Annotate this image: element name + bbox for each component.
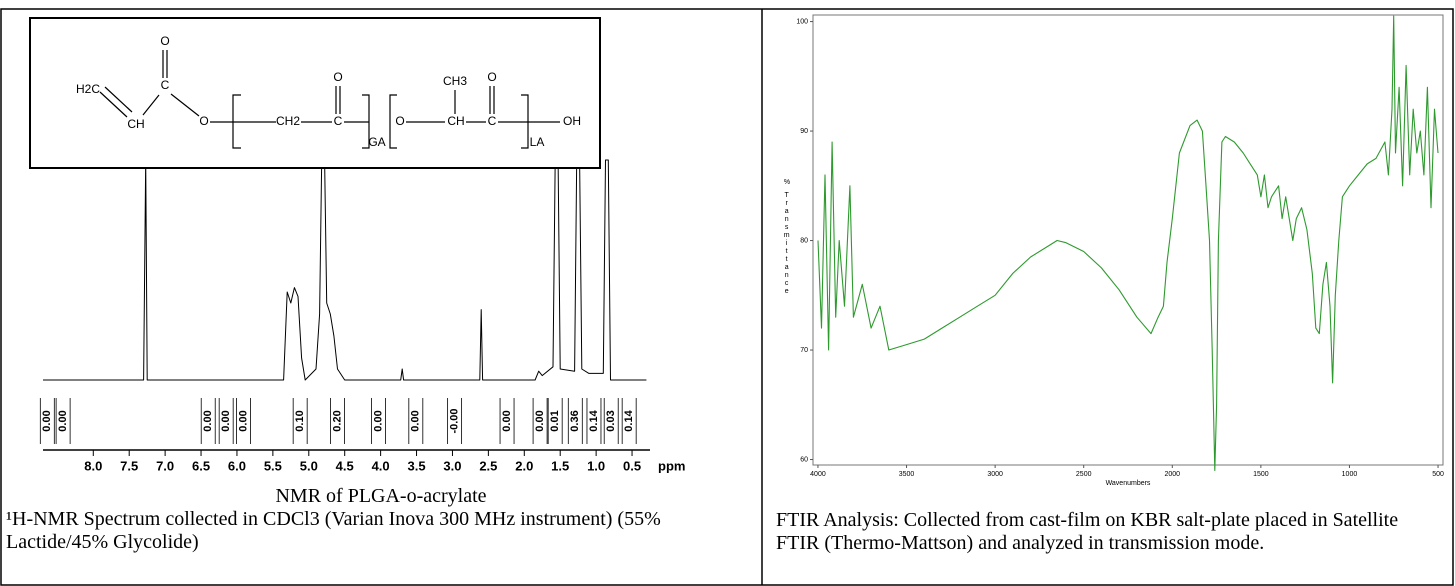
x-tick-label: 2.0 <box>515 458 533 473</box>
x-tick-label: 4.0 <box>372 458 390 473</box>
atom-label: CH <box>127 117 144 131</box>
x-axis-label: ppm <box>658 458 685 473</box>
integral-bracket <box>55 398 71 444</box>
ftir-caption: FTIR Analysis: Collected from cast-film … <box>776 509 1399 554</box>
atom-label: H2C <box>76 82 100 96</box>
integral-bracket <box>621 398 637 444</box>
integral-bracket <box>547 398 563 444</box>
x-tick-label: 3.0 <box>443 458 461 473</box>
x-tick-label: 5.5 <box>264 458 282 473</box>
integral-bracket <box>447 398 463 444</box>
atom-label: O <box>160 34 169 48</box>
y-tick-label: 70 <box>800 347 808 354</box>
integral-label: 0.10 <box>294 410 306 431</box>
atom-label: CH <box>447 114 464 128</box>
table-border <box>0 8 1454 586</box>
atom-label: O <box>333 70 342 84</box>
integral-label: 0.01 <box>549 410 561 431</box>
integral-bracket <box>603 398 619 444</box>
x-tick-label: 1500 <box>1253 471 1269 478</box>
x-tick-label: 0.5 <box>623 458 641 473</box>
x-tick-label: 3500 <box>899 471 915 478</box>
atom-label: CH2 <box>276 114 300 128</box>
integral-bracket <box>567 398 583 444</box>
x-tick-label: 2500 <box>1076 471 1092 478</box>
x-tick-label: 1.0 <box>587 458 605 473</box>
structure-box <box>29 17 601 169</box>
atom-label: CH3 <box>443 74 467 88</box>
x-tick-label: 4000 <box>810 471 826 478</box>
atom-label: O <box>395 114 404 128</box>
integral-bracket <box>200 398 216 444</box>
integral-bracket <box>236 398 251 444</box>
plot-frame <box>812 14 1444 466</box>
integral-bracket <box>39 398 55 444</box>
x-tick-label: 2.5 <box>479 458 497 473</box>
ftir-spectrum: 4000 3500 3000 2500 2000 1500 1000 500 100 90 80 70… <box>783 14 1444 487</box>
atom-label: GA <box>368 135 385 149</box>
x-tick-label: 3.5 <box>407 458 425 473</box>
integral-bracket <box>532 398 548 444</box>
x-tick-label: 6.0 <box>228 458 246 473</box>
x-tick-label: 4.5 <box>336 458 354 473</box>
y-tick-label: 100 <box>796 18 808 25</box>
x-tick-label: 500 <box>1432 471 1444 478</box>
atom-label: O <box>199 114 208 128</box>
y-axis-symbol: % <box>784 179 790 186</box>
integral-bracket <box>586 398 602 444</box>
nmr-caption: NMR of PLGA-o-acrylate <box>275 485 487 507</box>
integral-label: 0.00 <box>237 410 249 431</box>
x-tick-label: 8.0 <box>84 458 102 473</box>
atom-label: LA <box>530 135 545 149</box>
x-tick-label: 1000 <box>1342 471 1358 478</box>
x-tick-label: 7.5 <box>120 458 138 473</box>
x-tick-label: 7.0 <box>156 458 174 473</box>
bond <box>99 50 560 149</box>
x-tick-label: 2000 <box>1165 471 1181 478</box>
integral-bracket <box>330 398 345 444</box>
y-tick-label: 90 <box>800 128 808 135</box>
x-tick-label: 3000 <box>987 471 1003 478</box>
integral-bracket <box>292 398 308 444</box>
atom-label: OH <box>563 114 581 128</box>
integral-label: 0.00 <box>501 410 513 431</box>
x-tick-label: 1.5 <box>551 458 569 473</box>
integral-label: 0.14 <box>588 409 600 431</box>
integral-bracket <box>371 398 386 444</box>
integral-label: 0.00 <box>220 410 232 431</box>
atom-label: C <box>488 114 497 128</box>
x-axis-label: Wavenumbers <box>1106 480 1151 487</box>
nmr-spectrum: 8.0 7.5 7.0 6.5 6.0 5.5 5.0 4.5 4.0 3.5 3.0 2.5 2.0 1… <box>39 159 685 473</box>
integral-label: 0.00 <box>57 410 69 431</box>
structure-diagram: O H2C C CH O CH2 O C GA O CH3 CH O C LA OH <box>29 17 601 169</box>
x-tick-label: 5.0 <box>300 458 318 473</box>
integral-label: 0.14 <box>623 409 635 431</box>
integral-label: 0.00 <box>534 410 546 431</box>
integral-label: -0.00 <box>449 408 461 433</box>
integral-label: 0.00 <box>41 410 53 431</box>
integral-label: 0.20 <box>331 410 343 431</box>
integral-label: 0.03 <box>605 410 617 431</box>
y-tick-label: 80 <box>800 237 808 244</box>
x-tick-label: 6.5 <box>192 458 210 473</box>
integral-label: 0.00 <box>410 410 422 431</box>
atom-label: C <box>161 78 170 92</box>
integral-bracket <box>499 398 515 444</box>
nmr-description: ¹H-NMR Spectrum collected in CDCl3 (Vari… <box>6 508 661 553</box>
integral-label: 0.00 <box>372 410 384 431</box>
spectrum-line <box>43 159 647 381</box>
y-axis-label: Transmittance <box>783 192 790 296</box>
integral-label: 0.00 <box>202 410 214 431</box>
integral-bracket <box>408 398 424 444</box>
integral-label: 0.36 <box>569 410 581 431</box>
y-tick-label: 60 <box>800 456 808 463</box>
integral-bracket <box>218 398 234 444</box>
atom-label: C <box>334 114 343 128</box>
spectrum-line <box>817 15 1439 472</box>
atom-label: O <box>487 70 496 84</box>
